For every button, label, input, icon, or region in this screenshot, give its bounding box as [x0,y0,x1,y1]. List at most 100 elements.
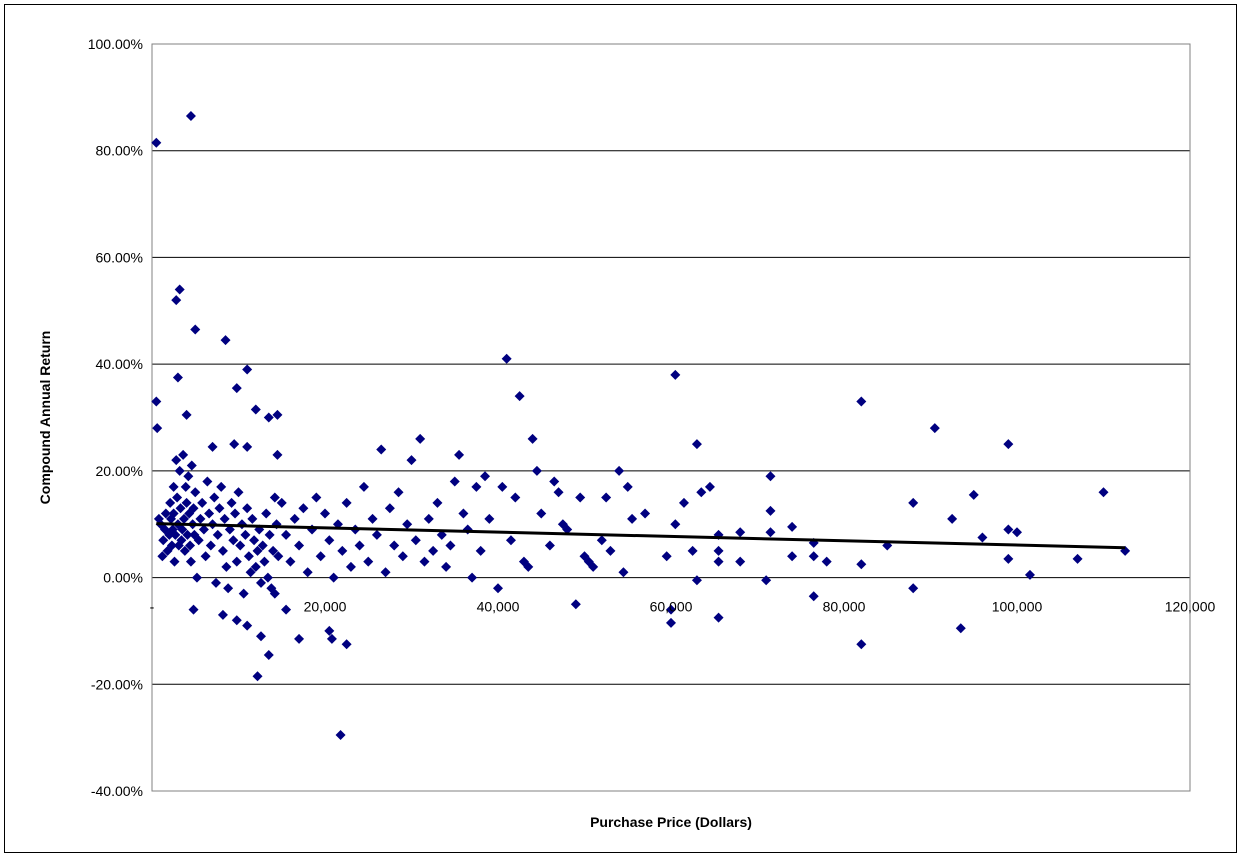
data-point [243,551,254,562]
data-point [320,508,330,519]
data-point [605,545,616,556]
data-point [285,556,296,567]
data-point [180,481,191,492]
x-tick-label: - [150,599,155,615]
data-point [197,497,208,508]
data-point [713,556,724,567]
data-point [670,369,681,380]
data-point [181,409,192,420]
data-point [302,567,313,578]
data-point [523,561,534,572]
data-point [808,591,819,602]
data-point [168,508,179,519]
data-point [1003,524,1014,535]
data-point [371,529,382,540]
data-point [570,599,581,610]
data-point [157,551,168,562]
data-point [397,551,408,562]
data-point [188,604,199,615]
x-axis-ticks: - 20,000 40,000 60,000 80,000 100,000 120,000 [150,599,1216,615]
data-point [549,476,560,487]
data-point [231,383,242,394]
data-point [181,497,192,508]
data-point [588,561,599,572]
data-point [289,513,300,524]
data-point [393,487,404,498]
data-point [209,492,220,503]
data-point [423,513,434,524]
data-point [183,471,194,482]
data-point [171,295,182,306]
data-point [268,545,279,556]
data-point [202,476,213,487]
data-point [505,535,516,546]
data-point [367,513,378,524]
data-point [787,521,798,532]
data-point [185,540,196,551]
data-point [250,561,261,572]
data-point [179,545,190,556]
data-point [735,556,746,567]
data-point [622,481,633,492]
x-tick-label: 60,000 [650,599,693,615]
data-point [977,532,988,543]
data-point [195,513,206,524]
data-point [217,609,228,620]
data-point [263,649,274,660]
data-point [419,556,430,567]
data-point [428,545,439,556]
data-point [242,620,253,631]
data-point [228,535,239,546]
data-point [480,471,491,482]
data-point [298,503,309,514]
data-point [238,588,249,599]
data-point [358,481,369,492]
data-point [614,465,625,476]
data-point [171,455,182,466]
plot-area [151,43,1191,792]
data-point [341,639,352,650]
data-point [231,615,242,626]
data-point [272,409,283,420]
data-point [255,577,266,588]
data-point [929,423,940,434]
data-point [661,551,672,562]
data-point [160,508,171,519]
data-point [178,449,189,460]
data-point [536,508,547,519]
data-point [269,588,280,599]
grid-lines [152,43,1190,792]
data-point [191,572,202,583]
y-tick-label: -20.00% [91,676,143,692]
data-point [281,529,292,540]
data-point [666,604,676,615]
data-point [497,481,508,492]
data-points [151,111,1131,740]
data-point [240,529,251,540]
data-point [1098,487,1109,498]
data-point [221,561,232,572]
data-point [158,535,169,546]
data-point [406,455,417,466]
data-point [185,556,196,567]
data-point [968,489,979,500]
data-point [211,577,222,588]
data-point [402,519,413,530]
data-point [217,545,228,556]
y-axis-ticks: -40.00% -20.00% 0.00% 20.00% 40.00% 60.00% 80.… [88,36,143,799]
data-point [179,513,190,524]
data-point [765,505,776,516]
data-point [415,433,426,444]
data-point [252,545,263,556]
data-point [245,567,256,578]
data-point [214,503,225,514]
data-point [1024,569,1035,580]
y-tick-label: 20.00% [96,463,143,479]
data-point [273,551,284,562]
data-point [193,535,204,546]
data-point [151,137,162,148]
data-point [640,508,651,519]
data-point [223,583,234,594]
data-point [908,497,919,508]
data-point [294,540,305,551]
